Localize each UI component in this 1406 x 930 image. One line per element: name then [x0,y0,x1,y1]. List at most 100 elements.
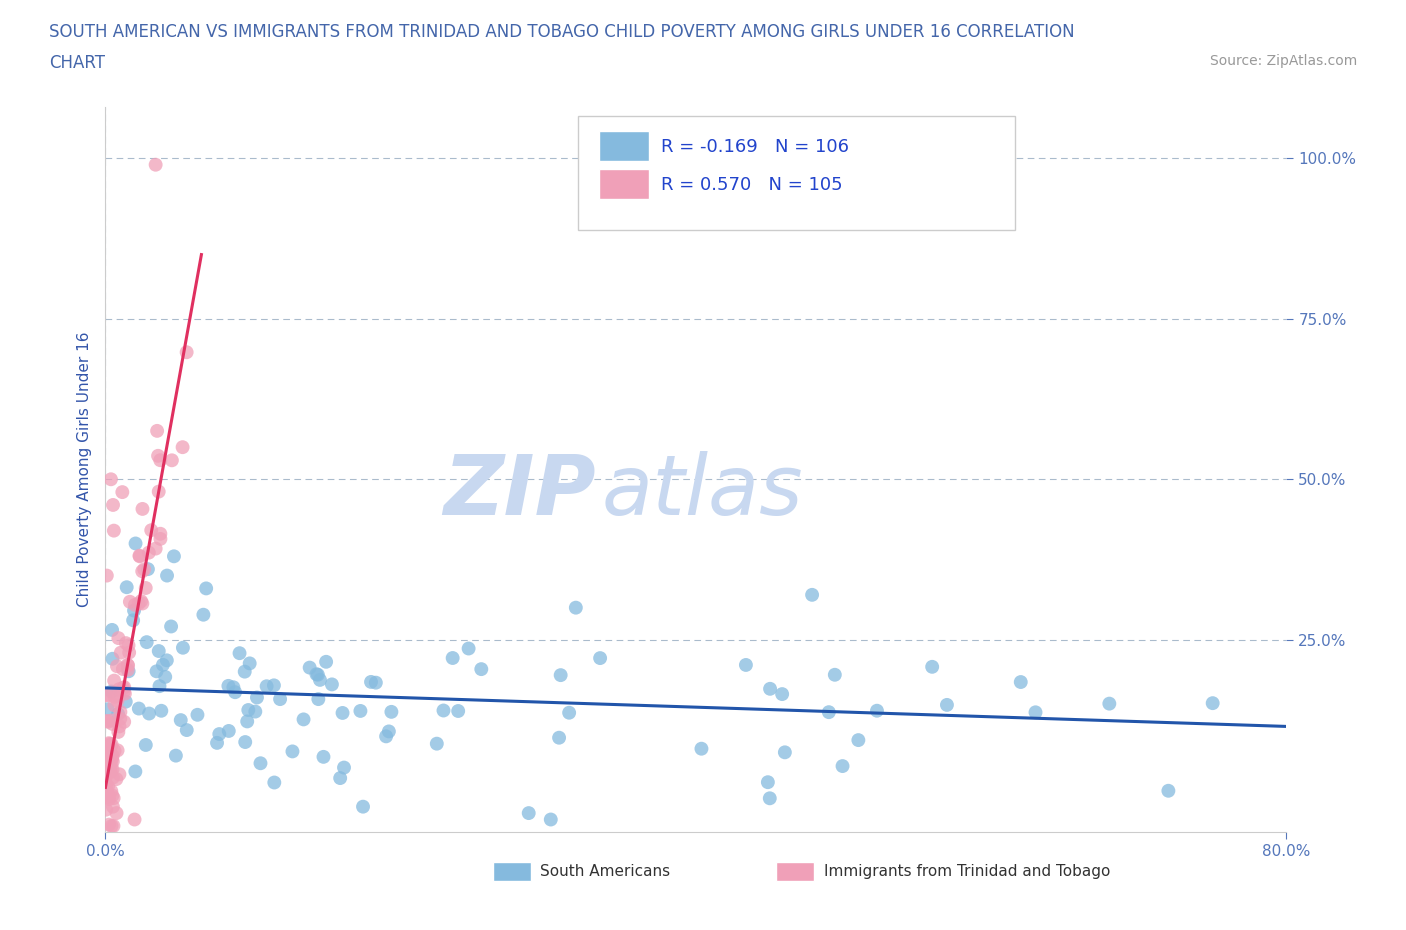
Point [111,485,134,499]
Point [245,704,267,719]
Point [846,733,869,748]
Point [149,531,172,546]
Point [1010,674,1032,689]
Point [96,766,118,781]
Point [110,645,132,660]
Point [364,675,387,690]
Point [107,631,129,645]
Point [96,784,118,799]
Point [96,755,118,770]
Point [135,634,157,649]
Point [94,779,117,794]
Point [96,688,118,703]
Point [690,741,713,756]
Point [801,588,824,603]
Point [269,692,291,707]
Text: ZIP: ZIP [443,451,596,532]
Point [249,756,271,771]
Point [148,644,170,658]
Point [309,672,332,687]
Point [292,712,315,727]
Point [114,686,136,701]
Point [548,730,571,745]
Point [96,789,118,804]
Point [205,736,228,751]
Point [378,724,401,738]
Point [457,641,479,656]
Point [117,658,139,673]
Point [97,779,120,794]
Point [114,694,136,709]
Point [263,775,285,790]
Point [94,788,117,803]
Point [103,818,125,833]
Point [186,708,208,723]
Point [101,762,124,777]
Point [146,448,169,463]
Text: SOUTH AMERICAN VS IMMIGRANTS FROM TRINIDAD AND TOBAGO CHILD POVERTY AMONG GIRLS : SOUTH AMERICAN VS IMMIGRANTS FROM TRINID… [49,23,1074,41]
Point [101,799,124,814]
Point [145,664,167,679]
Point [98,791,121,806]
Point [148,679,170,694]
Point [105,805,128,820]
Point [100,818,122,833]
Point [305,667,328,682]
Point [138,545,160,560]
Point [1024,705,1046,720]
Point [98,737,121,751]
Point [224,684,246,699]
Point [108,688,131,703]
Point [156,653,179,668]
Point [101,622,124,637]
Y-axis label: Child Poverty Among Girls Under 16: Child Poverty Among Girls Under 16 [76,332,91,607]
Point [208,726,231,741]
Point [307,692,329,707]
Text: Immigrants from Trinidad and Tobago: Immigrants from Trinidad and Tobago [824,864,1109,879]
Point [98,817,121,832]
Point [117,664,139,679]
Point [103,743,125,758]
Point [246,690,269,705]
Point [101,751,124,766]
Point [94,776,117,790]
Point [112,681,135,696]
FancyBboxPatch shape [776,862,814,881]
Point [107,707,129,722]
Point [176,723,198,737]
Point [163,549,186,564]
Point [100,759,122,774]
Point [124,764,146,779]
Point [96,713,118,728]
Point [135,580,157,595]
Point [100,764,122,779]
Point [558,705,581,720]
Point [117,662,139,677]
Point [97,687,120,702]
Point [128,596,150,611]
Text: R = -0.169   N = 106: R = -0.169 N = 106 [661,138,849,156]
Point [103,698,125,712]
Point [96,568,118,583]
Point [165,749,187,764]
Point [193,607,215,622]
Point [195,581,218,596]
Point [107,743,129,758]
Point [98,750,121,764]
Point [375,729,398,744]
Point [170,712,193,727]
Point [321,677,343,692]
Point [149,453,172,468]
Point [447,704,470,719]
Point [112,684,135,698]
Point [352,799,374,814]
Point [108,719,131,734]
Point [145,541,167,556]
Point [115,636,138,651]
Point [124,536,146,551]
Point [432,703,454,718]
Text: South Americans: South Americans [540,864,671,879]
Point [112,714,135,729]
Point [124,812,146,827]
Point [360,674,382,689]
